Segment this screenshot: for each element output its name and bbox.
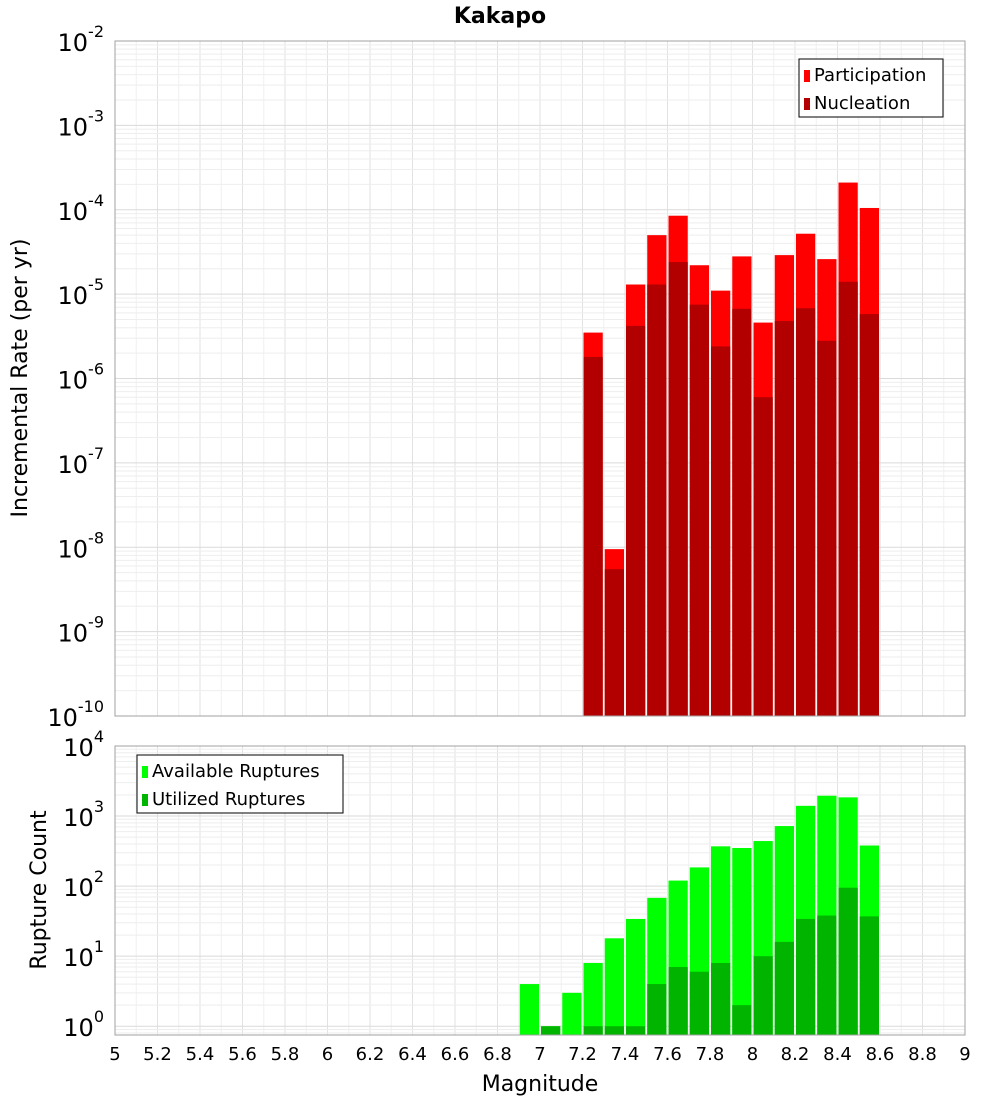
- bottom-legend: Available Ruptures Utilized Ruptures: [136, 754, 344, 814]
- bottom-y-tick-label: 100: [63, 1007, 104, 1042]
- x-tick-label: 6.2: [356, 1044, 385, 1065]
- bottom-bar-utilized-ruptures: [732, 1005, 752, 1035]
- x-tick-label: 7.4: [611, 1044, 640, 1065]
- bottom-bar-utilized-ruptures: [774, 941, 794, 1035]
- x-tick-label: 7.8: [696, 1044, 725, 1065]
- x-tick-label: 5.4: [186, 1044, 215, 1065]
- top-plot-frame: [114, 40, 966, 717]
- x-tick-label: 6.8: [483, 1044, 512, 1065]
- x-tick-label: 9: [959, 1044, 970, 1065]
- top-legend-label: Nucleation: [814, 93, 910, 114]
- top-y-tick-label: 10-6: [58, 360, 105, 395]
- bottom-bar-utilized-ruptures: [796, 918, 816, 1035]
- bottom-plot-frame: [114, 745, 966, 1036]
- x-tick-label: 6.4: [398, 1044, 427, 1065]
- top-plot: 10-2 10-3 10-4 10-5 10-6 10-7 10-8 10-9 10-10 In…: [8, 22, 966, 732]
- x-tick-label: 5.2: [143, 1044, 172, 1065]
- bottom-legend-label: Available Ruptures: [152, 761, 320, 782]
- top-bar-nucleation: [732, 308, 752, 716]
- top-y-axis-label: Incremental Rate (per yr): [8, 239, 33, 518]
- bottom-y-tick-label: 102: [63, 867, 104, 902]
- bottom-bar-utilized-ruptures: [604, 1026, 624, 1035]
- x-tick-label: 8.6: [866, 1044, 895, 1065]
- top-legend-swatch: [804, 98, 810, 110]
- top-bar-nucleation: [711, 346, 731, 716]
- top-y-tick-label: 10-10: [47, 697, 104, 732]
- top-y-tick-label: 10-2: [58, 22, 105, 57]
- top-bar-nucleation: [817, 340, 837, 716]
- top-bars: [583, 182, 879, 717]
- bottom-bar-utilized-ruptures: [689, 971, 709, 1035]
- top-y-tick-label: 10-7: [58, 444, 105, 479]
- top-legend-swatch: [804, 70, 810, 82]
- x-tick-label: 6.6: [441, 1044, 470, 1065]
- top-legend: Participation Nucleation: [798, 58, 944, 118]
- bottom-y-ticks: 104 103 102 101 100: [63, 727, 104, 1042]
- bottom-bar-utilized-ruptures: [541, 1026, 561, 1035]
- top-bar-nucleation: [838, 281, 858, 716]
- top-bar-nucleation: [859, 314, 879, 716]
- x-tick-label: 7: [534, 1044, 545, 1065]
- top-legend-box: [798, 58, 944, 118]
- top-y-tick-label: 10-9: [58, 613, 105, 648]
- bottom-plot: 104 103 102 101 100 5 5.2 5.4 5.6 5.8 6 6.2 6.4 6.6 6…: [27, 727, 971, 1097]
- bottom-bar-utilized-ruptures: [859, 916, 879, 1035]
- x-axis-label: Magnitude: [482, 1072, 599, 1097]
- bottom-y-axis-label: Rupture Count: [27, 810, 52, 970]
- x-tick-label: 6: [322, 1044, 333, 1065]
- bottom-bar-utilized-ruptures: [668, 967, 688, 1035]
- top-y-tick-label: 10-5: [58, 275, 105, 310]
- x-tick-label: 5: [109, 1044, 120, 1065]
- bottom-legend-swatch: [142, 794, 148, 806]
- top-bar-nucleation: [668, 262, 688, 716]
- x-tick-label: 5.6: [228, 1044, 257, 1065]
- bottom-bar-available-ruptures: [583, 962, 603, 1035]
- top-bar-nucleation: [604, 569, 624, 716]
- bottom-bar-utilized-ruptures: [753, 956, 773, 1035]
- bottom-y-tick-label: 104: [63, 727, 104, 762]
- top-bar-nucleation: [647, 284, 667, 716]
- bottom-bar-utilized-ruptures: [647, 984, 667, 1035]
- top-bar-nucleation: [689, 304, 709, 716]
- bottom-bar-utilized-ruptures: [817, 915, 837, 1035]
- top-grid: [114, 41, 966, 717]
- bottom-bar-available-ruptures: [626, 918, 646, 1035]
- top-bar-nucleation: [626, 325, 646, 716]
- x-tick-label: 8: [747, 1044, 758, 1065]
- top-y-tick-label: 10-8: [58, 528, 105, 563]
- bottom-bar-utilized-ruptures: [838, 887, 858, 1035]
- top-legend-label: Participation: [814, 65, 926, 86]
- top-y-tick-label: 10-4: [58, 191, 105, 226]
- bottom-bar-available-ruptures: [519, 984, 539, 1035]
- top-bar-nucleation: [796, 308, 816, 716]
- x-tick-label: 8.2: [781, 1044, 810, 1065]
- top-y-ticks: 10-2 10-3 10-4 10-5 10-6 10-7 10-8 10-9 10-10: [47, 22, 104, 732]
- x-tick-label: 8.8: [908, 1044, 937, 1065]
- bottom-bar-utilized-ruptures: [583, 1026, 603, 1035]
- top-bar-nucleation: [753, 397, 773, 716]
- top-bar-nucleation: [583, 356, 603, 716]
- bottom-x-ticks: 5 5.2 5.4 5.6 5.8 6 6.2 6.4 6.6 6.8 7 7.2 7.4 7.6 7.8 8…: [109, 1044, 970, 1065]
- bottom-bar-available-ruptures: [604, 938, 624, 1035]
- bottom-bar-utilized-ruptures: [711, 962, 731, 1035]
- bottom-bar-available-ruptures: [562, 992, 582, 1035]
- bottom-y-tick-label: 103: [63, 797, 104, 832]
- chart-title: Kakapo: [454, 4, 546, 29]
- bottom-legend-label: Utilized Ruptures: [152, 789, 305, 810]
- bottom-legend-box: [136, 754, 344, 814]
- top-bar-nucleation: [774, 321, 794, 716]
- bottom-bars: [519, 795, 879, 1035]
- bottom-legend-swatch: [142, 766, 148, 778]
- x-tick-label: 7.6: [653, 1044, 682, 1065]
- bottom-y-tick-label: 101: [63, 937, 104, 972]
- x-tick-label: 8.4: [823, 1044, 852, 1065]
- x-tick-label: 7.2: [568, 1044, 597, 1065]
- bottom-bar-utilized-ruptures: [626, 1026, 646, 1035]
- bottom-bar-available-ruptures: [732, 848, 752, 1035]
- top-y-tick-label: 10-3: [58, 106, 105, 141]
- x-tick-label: 5.8: [271, 1044, 300, 1065]
